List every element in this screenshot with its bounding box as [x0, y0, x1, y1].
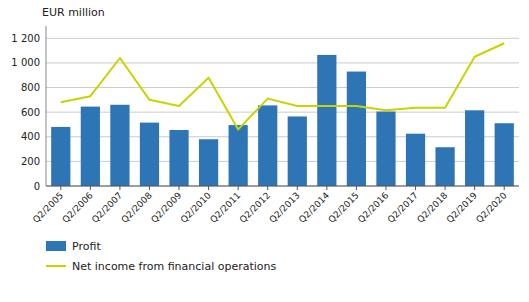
y-tick-label: 1 200: [11, 33, 40, 44]
legend-swatch: [46, 241, 66, 251]
bar: [347, 72, 366, 186]
y-tick-label: 800: [21, 82, 40, 93]
bar: [199, 139, 218, 186]
grid-line: [46, 87, 519, 88]
x-axis-line: [46, 186, 519, 187]
x-tick: [149, 186, 150, 190]
bar: [376, 112, 395, 186]
x-tick: [504, 186, 505, 190]
legend-label: Net income from financial operations: [72, 260, 277, 273]
chart: EUR million 0 200 400 600 800 1 000 1 200 Q2/200…: [0, 0, 529, 302]
y-tick-label: 400: [21, 131, 40, 142]
bar: [317, 55, 336, 186]
x-tick-label: Q2/2005: [31, 190, 65, 224]
plot-area: [51, 43, 514, 186]
x-tick-label: Q2/2017: [385, 190, 419, 224]
bar: [169, 130, 188, 186]
grid-line: [46, 186, 519, 187]
legend: Profit Net income from financial operatio…: [46, 240, 277, 273]
x-tick-label: Q2/2020: [474, 190, 509, 225]
x-tick: [267, 186, 268, 190]
bar: [258, 105, 277, 186]
x-tick-label: Q2/2012: [238, 190, 272, 224]
line: [61, 43, 504, 129]
bar: [81, 107, 100, 186]
y-axis-line: [46, 26, 47, 186]
x-tick: [119, 186, 120, 190]
x-tick: [179, 186, 180, 190]
bar: [140, 123, 159, 186]
x-tick-label: Q2/2013: [267, 190, 301, 224]
x-tick-label: Q2/2009: [149, 190, 184, 225]
y-tick-label: 1 000: [11, 57, 40, 68]
x-tick: [385, 186, 386, 190]
x-tick-label: Q2/2019: [445, 190, 480, 225]
legend-label: Profit: [72, 240, 101, 253]
x-tick-label: Q2/2015: [326, 190, 360, 224]
x-tick: [326, 186, 327, 190]
x-tick-label: Q2/2006: [60, 190, 95, 225]
grid: [46, 38, 519, 186]
legend-swatch: [46, 265, 66, 267]
x-tick-label: Q2/2011: [208, 190, 242, 224]
x-tick: [208, 186, 209, 190]
x-tick-label: Q2/2016: [356, 190, 391, 225]
x-tick: [415, 186, 416, 190]
chart-container: EUR million 0 200 400 600 800 1 000 1 200 Q2/200…: [0, 0, 529, 302]
x-tick: [90, 186, 91, 190]
x-tick-label: Q2/2007: [90, 190, 124, 224]
y-tick-label: 600: [21, 107, 40, 118]
y-tick-label: 200: [21, 156, 40, 167]
bar: [229, 125, 248, 186]
x-tick: [356, 186, 357, 190]
bar: [435, 147, 454, 186]
bar: [110, 105, 129, 186]
bar: [51, 127, 70, 186]
x-tick: [445, 186, 446, 190]
bar: [465, 110, 484, 186]
bar: [406, 134, 425, 186]
y-axis-label: EUR million: [42, 6, 105, 19]
x-tick: [60, 186, 61, 190]
grid-line: [46, 38, 519, 39]
x-tick: [297, 186, 298, 190]
x-tick: [238, 186, 239, 190]
bar: [495, 123, 514, 186]
x-tick: [474, 186, 475, 190]
y-tick-label: 0: [34, 181, 40, 192]
x-tick-label: Q2/2008: [119, 190, 154, 225]
x-tick-label: Q2/2014: [297, 190, 332, 225]
x-tick-label: Q2/2018: [415, 190, 450, 225]
x-tick-label: Q2/2010: [179, 190, 214, 225]
bar: [288, 116, 307, 186]
